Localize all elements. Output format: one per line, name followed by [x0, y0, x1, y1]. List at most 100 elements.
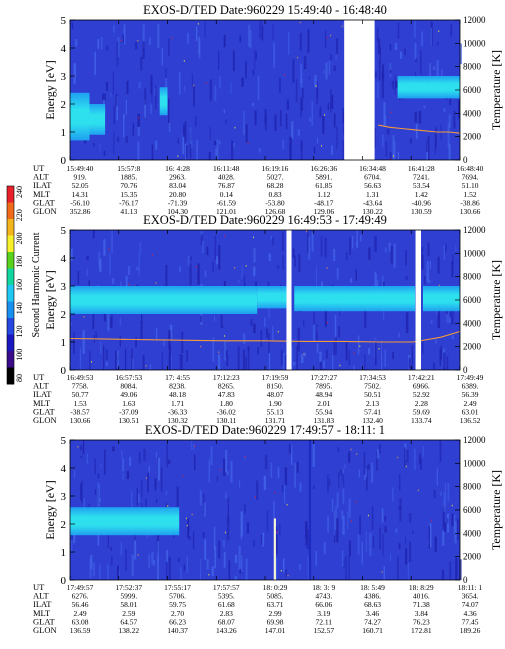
- noise-streak: [311, 232, 314, 252]
- orbit-value: 132.40: [362, 416, 383, 425]
- noise-streak: [384, 525, 387, 533]
- noise-streak: [312, 324, 315, 343]
- noise-streak: [397, 556, 399, 580]
- colorbar-tick-label: 220: [15, 209, 24, 221]
- noise-streak: [155, 85, 157, 110]
- orbit-value: 136.59: [70, 626, 91, 635]
- noise-speck: [193, 84, 195, 87]
- orbit-value: 50.77: [72, 390, 89, 399]
- orbit-value: 15:49:40: [67, 164, 94, 173]
- noise-streak: [275, 534, 278, 555]
- noise-speck: [224, 235, 226, 237]
- noise-streak: [451, 299, 454, 325]
- orbit-value: 7694.: [462, 173, 479, 182]
- noise-streak: [279, 524, 281, 536]
- noise-streak: [307, 556, 311, 580]
- plasma-band: [257, 286, 287, 309]
- noise-streak: [228, 560, 231, 580]
- noise-streak: [110, 92, 112, 97]
- noise-streak: [448, 114, 451, 128]
- orbit-value: 16:26:36: [310, 164, 337, 173]
- noise-streak: [123, 113, 125, 120]
- orbit-value: 8084.: [120, 382, 137, 391]
- colorbar-segment: [7, 219, 14, 236]
- noise-streak: [437, 304, 441, 328]
- orbit-value: -43.64: [363, 198, 383, 207]
- y-tick-label: 4: [61, 253, 67, 265]
- noise-streak: [436, 42, 439, 46]
- noise-streak: [399, 51, 403, 59]
- orbit-value: 17: 4:55: [165, 373, 190, 382]
- noise-streak: [112, 71, 114, 95]
- noise-streak: [420, 49, 422, 75]
- orbit-row-label: UT: [33, 582, 45, 592]
- noise-streak: [214, 545, 217, 569]
- noise-streak: [202, 532, 205, 538]
- noise-streak: [428, 526, 431, 549]
- noise-streak: [346, 252, 348, 261]
- noise-streak: [246, 522, 249, 534]
- orbit-row-label: GLON: [33, 415, 57, 425]
- orbit-value: -76.17: [119, 198, 139, 207]
- noise-streak: [447, 122, 450, 148]
- noise-streak: [71, 530, 73, 540]
- noise-streak: [223, 340, 227, 361]
- noise-streak: [331, 354, 334, 370]
- data-gap: [415, 230, 421, 370]
- noise-streak: [241, 554, 243, 573]
- noise-streak: [257, 75, 260, 100]
- noise-streak: [272, 326, 274, 341]
- noise-streak: [250, 319, 253, 326]
- y-tick-label: 3: [61, 491, 67, 503]
- y2-tick-label: 8000: [463, 62, 482, 72]
- noise-streak: [157, 557, 160, 580]
- noise-streak: [324, 302, 327, 327]
- orbit-value: 74.07: [462, 600, 479, 609]
- noise-streak: [252, 102, 254, 107]
- orbit-value: 68.63: [364, 600, 381, 609]
- noise-streak: [203, 502, 207, 517]
- noise-streak: [94, 489, 97, 495]
- panel-title: EXOS-D/TED Date:960229 16:49:53 - 17:49:…: [143, 213, 387, 227]
- orbit-value: 143.26: [216, 626, 237, 635]
- noise-speck: [276, 531, 278, 533]
- noise-streak: [389, 152, 392, 160]
- noise-streak: [169, 324, 173, 340]
- orbit-value: 14.31: [72, 190, 89, 199]
- orbit-value: 17:57:57: [213, 583, 240, 592]
- noise-streak: [226, 355, 229, 367]
- noise-streak: [285, 569, 288, 578]
- noise-streak: [225, 350, 228, 357]
- y2-tick-label: 10000: [463, 248, 486, 258]
- noise-speck: [438, 284, 440, 287]
- noise-streak: [216, 256, 219, 265]
- noise-streak: [186, 555, 188, 573]
- noise-streak: [187, 518, 190, 539]
- noise-streak: [452, 254, 454, 267]
- noise-speck: [405, 465, 407, 468]
- noise-streak: [79, 483, 82, 501]
- noise-streak: [95, 331, 98, 341]
- noise-streak: [383, 566, 385, 580]
- noise-streak: [209, 126, 211, 141]
- orbit-value: 4016.: [413, 592, 430, 601]
- noise-streak: [244, 60, 247, 79]
- noise-streak: [299, 482, 302, 492]
- orbit-value: 130.59: [411, 207, 432, 216]
- noise-streak: [225, 450, 228, 473]
- noise-speck: [145, 477, 147, 479]
- noise-streak: [415, 123, 418, 139]
- orbit-value: 4386.: [364, 592, 381, 601]
- noise-streak: [140, 321, 143, 339]
- noise-streak: [122, 472, 124, 481]
- noise-streak: [144, 99, 147, 118]
- noise-streak: [238, 279, 240, 284]
- noise-streak: [116, 41, 119, 67]
- data-gap: [344, 20, 375, 160]
- noise-streak: [381, 339, 383, 357]
- orbit-value: 56.46: [72, 600, 89, 609]
- noise-streak: [342, 107, 345, 124]
- noise-streak: [110, 316, 113, 328]
- noise-streak: [167, 459, 171, 464]
- noise-streak: [262, 532, 265, 547]
